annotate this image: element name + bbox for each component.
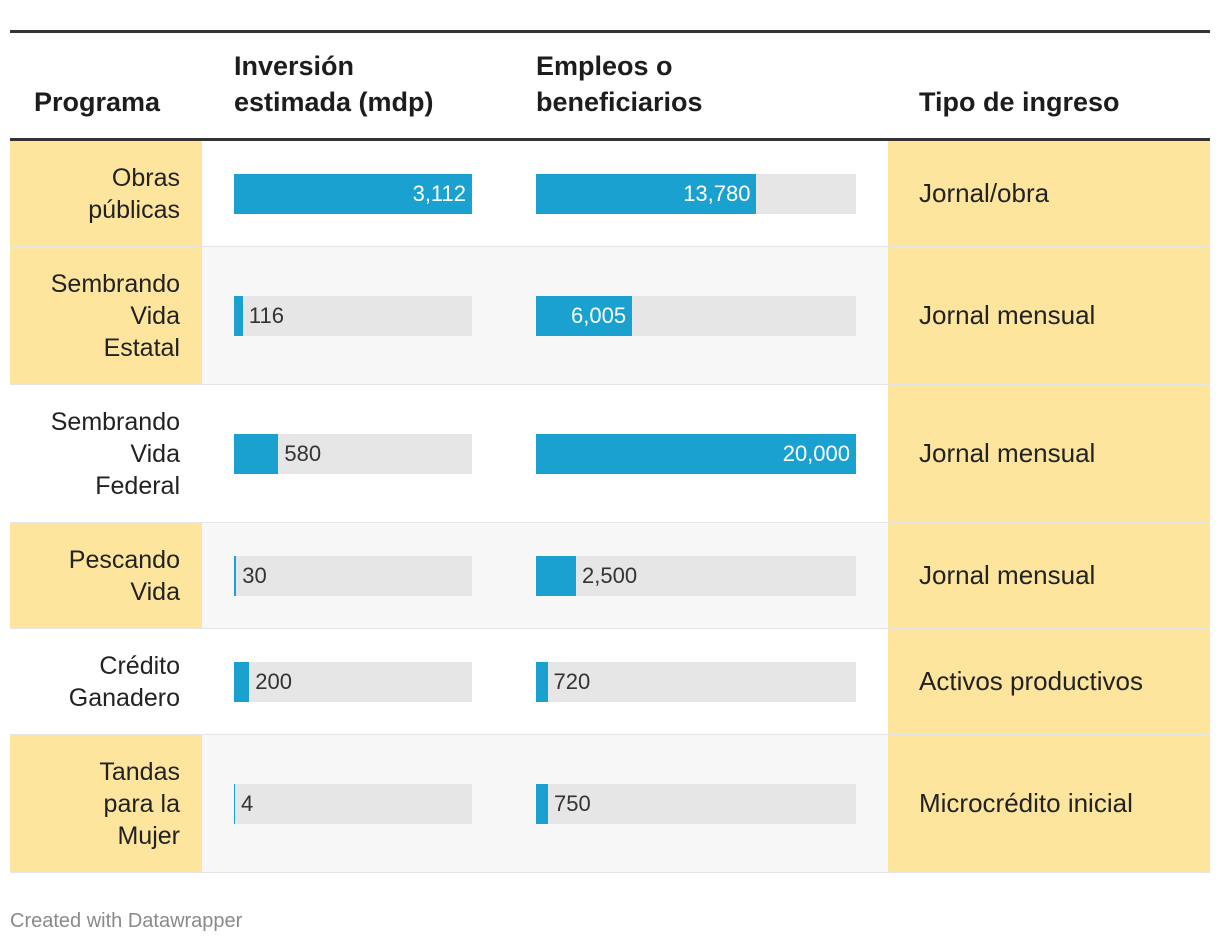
programa-name: Obras públicas	[88, 162, 180, 226]
programa-name-line: Vida	[130, 301, 180, 330]
empleos-value-label: 750	[554, 790, 591, 816]
table-body: Obras públicas 3,112 13,780 Jornal/obra Sembr…	[10, 141, 1210, 873]
programa-name-line: Pescando	[68, 545, 180, 574]
programa-name-line: para la	[103, 789, 180, 818]
header-inversion-line2: estimada (mdp)	[234, 87, 434, 117]
empleos-value-label: 20,000	[782, 440, 850, 466]
programa-name-line: públicas	[88, 195, 180, 224]
table-row: Pescando Vida 30 2,500 Jornal mensual	[10, 523, 1210, 629]
programa-cell: Tandas para la Mujer	[10, 735, 202, 872]
inversion-value-label: 580	[284, 440, 322, 466]
inversion-bar	[234, 555, 237, 596]
programa-cell: Sembrando Vida Estatal	[10, 247, 202, 384]
tipo-cell: Jornal mensual	[888, 523, 1210, 628]
programa-cell: Pescando Vida	[10, 523, 202, 628]
programa-name-line: Vida	[130, 439, 180, 468]
table-row: Tandas para la Mujer 4 750 Microcrédito inici…	[10, 735, 1210, 873]
programa-name-line: Ganadero	[68, 683, 180, 712]
header-programa-label: Programa	[34, 87, 161, 117]
inversion-bar	[234, 173, 472, 214]
header-empleos-line1: Empleos o	[536, 51, 673, 81]
inversion-value-label: 116	[248, 302, 284, 328]
empleos-bar-track: 750	[536, 783, 856, 824]
empleos-bar	[536, 295, 633, 336]
empleos-value-label: 13,780	[683, 180, 751, 206]
programa-name: Crédito Ganadero	[69, 650, 180, 714]
programa-name-line: Obras	[111, 163, 180, 192]
inversion-bar-track: 3,112	[234, 173, 472, 214]
programa-name-line: Crédito	[99, 651, 180, 680]
inversion-bar-track: 4	[234, 783, 472, 824]
inversion-value-label: 200	[255, 668, 292, 694]
empleos-value-label: 6,005	[571, 302, 627, 328]
empleos-bar	[536, 433, 856, 474]
table-header: Programa Inversión estimada (mdp) Empleo…	[10, 33, 1210, 138]
header-tipo: Tipo de ingreso	[919, 84, 1120, 120]
programa-name-line: Vida	[130, 577, 180, 606]
inversion-value-label: 3,112	[412, 180, 466, 206]
footer-credit: Created with Datawrapper	[10, 910, 243, 932]
empleos-bar	[536, 783, 548, 824]
header-inversion: Inversión estimada (mdp)	[234, 48, 434, 120]
tipo-label: Microcrédito inicial	[919, 788, 1133, 818]
programa-name: Pescando Vida	[69, 544, 180, 608]
inversion-bar-track: 200	[234, 661, 472, 702]
tipo-cell: Jornal mensual	[888, 247, 1210, 384]
table-row: Crédito Ganadero 200 720 Activos productivos	[10, 629, 1210, 735]
table-row: Sembrando Vida Federal 580 20,000 Jornal mens…	[10, 385, 1210, 523]
header-rule	[10, 138, 1210, 141]
inversion-bar	[234, 433, 279, 474]
inversion-bar-track: 30	[234, 555, 472, 596]
inversion-bar	[234, 783, 235, 824]
table-row: Obras públicas 3,112 13,780 Jornal/obra	[10, 141, 1210, 247]
inversion-bar	[234, 661, 250, 702]
programa-cell: Sembrando Vida Federal	[10, 385, 202, 522]
tipo-cell: Jornal mensual	[888, 385, 1210, 522]
tipo-label: Jornal mensual	[919, 300, 1096, 330]
tipo-label: Activos productivos	[919, 666, 1143, 696]
inversion-bar	[234, 295, 243, 336]
programa-name-line: Sembrando	[50, 269, 180, 298]
tipo-label: Jornal/obra	[919, 178, 1050, 208]
header-inversion-line1: Inversión	[234, 51, 355, 81]
tipo-cell: Jornal/obra	[888, 141, 1210, 246]
programa-cell: Obras públicas	[10, 141, 202, 246]
programa-name-line: Mujer	[117, 821, 180, 850]
inversion-value-label: 30	[242, 562, 267, 588]
tipo-label: Jornal mensual	[919, 438, 1096, 468]
programa-cell: Crédito Ganadero	[10, 629, 202, 734]
tipo-cell: Microcrédito inicial	[888, 735, 1210, 872]
header-programa: Programa	[34, 84, 160, 120]
empleos-bar-track: 6,005	[536, 295, 856, 336]
empleos-bar-track: 2,500	[536, 555, 856, 596]
programa-name-line: Federal	[95, 471, 180, 500]
inversion-bar-track: 580	[234, 433, 472, 474]
empleos-bar-track: 20,000	[536, 433, 856, 474]
empleos-value-label: 720	[553, 668, 591, 694]
empleos-bar	[536, 555, 576, 596]
header-tipo-label: Tipo de ingreso	[919, 87, 1120, 117]
empleos-bar-track: 720	[536, 661, 856, 702]
tipo-cell: Activos productivos	[888, 629, 1210, 734]
inversion-bar-track: 116	[234, 295, 472, 336]
tipo-label: Jornal mensual	[919, 560, 1096, 590]
top-rule	[10, 30, 1210, 33]
data-table: Programa Inversión estimada (mdp) Empleo…	[10, 30, 1210, 873]
empleos-bar	[536, 173, 757, 214]
empleos-bar	[536, 661, 548, 702]
empleos-value-label: 2,500	[582, 562, 638, 588]
table-row: Sembrando Vida Estatal 116 6,005 Jornal mensu…	[10, 247, 1210, 385]
programa-name: Tandas para la Mujer	[99, 756, 180, 852]
programa-name-line: Tandas	[99, 757, 180, 786]
inversion-value-label: 4	[241, 790, 254, 816]
programa-name-line: Estatal	[103, 333, 180, 362]
header-empleos-line2: beneficiarios	[536, 87, 703, 117]
header-empleos: Empleos o beneficiarios	[536, 48, 703, 120]
empleos-bar-track: 13,780	[536, 173, 856, 214]
programa-name: Sembrando Vida Federal	[51, 406, 180, 502]
programa-name: Sembrando Vida Estatal	[51, 268, 180, 364]
programa-name-line: Sembrando	[50, 407, 180, 436]
